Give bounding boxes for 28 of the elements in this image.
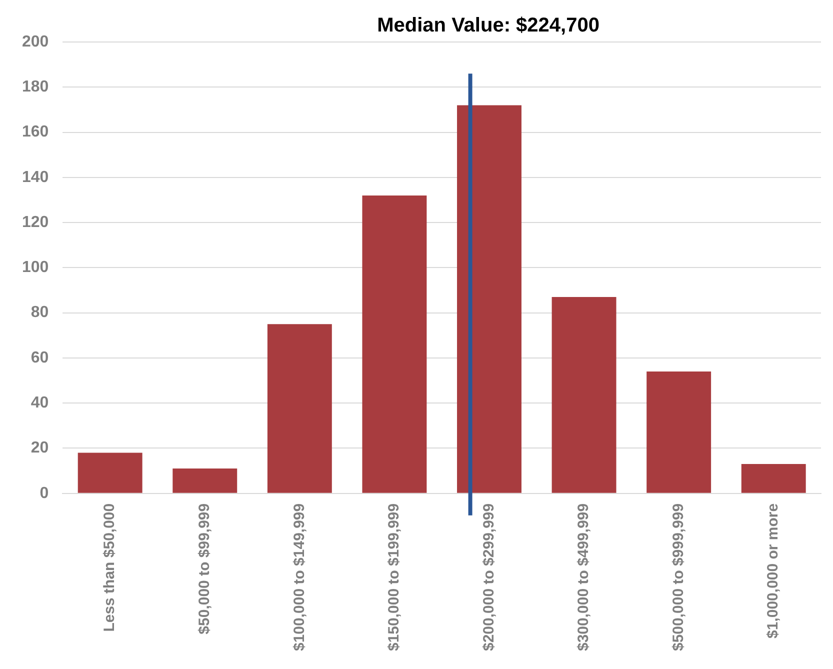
bar <box>362 195 427 493</box>
x-tick-label: $150,000 to $199,999 <box>386 503 403 652</box>
y-tick-label: 120 <box>22 214 49 231</box>
y-tick-label: 0 <box>40 484 49 502</box>
bar <box>552 297 616 493</box>
x-tick-label: $100,000 to $149,999 <box>290 503 308 652</box>
y-tick-label: 160 <box>22 124 49 141</box>
bar <box>741 464 806 493</box>
x-tick-label: $500,000 to $999,999 <box>670 503 687 652</box>
bar <box>267 324 332 493</box>
x-tick-label: Less than $50,000 <box>101 503 118 632</box>
x-tick-label: $50,000 to $99,999 <box>196 503 214 634</box>
y-tick-label: 80 <box>30 304 49 322</box>
bar <box>78 452 142 493</box>
y-tick-label: 140 <box>22 168 49 186</box>
x-tick-label: $1,000,000 or more <box>764 503 782 638</box>
x-tick-label: $300,000 to $499,999 <box>575 503 592 652</box>
y-tick-label: 100 <box>22 259 49 276</box>
ref-line-label: Median Value: $224,700 <box>377 14 600 37</box>
bar <box>172 468 238 493</box>
y-tick-label: 40 <box>30 394 49 412</box>
y-tick-label: 60 <box>30 349 49 366</box>
bar <box>646 372 712 493</box>
y-tick-label: 180 <box>22 78 49 96</box>
x-tick-label: $200,000 to $299,999 <box>480 503 498 652</box>
bar <box>457 105 522 493</box>
y-tick-label: 20 <box>30 440 49 457</box>
y-tick-label: 200 <box>22 33 49 50</box>
